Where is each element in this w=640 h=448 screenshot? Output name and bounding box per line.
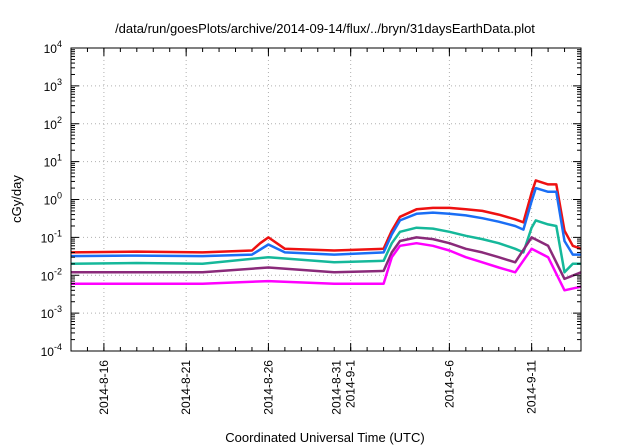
y-tick-label: 100 bbox=[44, 191, 62, 208]
y-tick-label: 101 bbox=[44, 153, 62, 170]
series-line bbox=[70, 219, 581, 274]
y-tick-label: 103 bbox=[44, 77, 62, 94]
y-tick-label: 102 bbox=[44, 115, 62, 132]
x-tick-label: 2014-8-31 bbox=[330, 360, 344, 415]
grid-lines bbox=[71, 48, 581, 351]
y-tick-label: 10-2 bbox=[41, 266, 62, 283]
x-tick-label: 2014-9-1 bbox=[344, 360, 358, 408]
series-line bbox=[71, 241, 582, 292]
x-tick-label: 2014-8-16 bbox=[97, 360, 111, 415]
x-tick-labels: 2014-8-16 2014-8-21 2014-8-26 2014-8-31 2014… bbox=[97, 360, 539, 415]
x-tick-label: 2014-9-6 bbox=[442, 360, 456, 408]
y-tick-label: 10-1 bbox=[41, 228, 62, 245]
series-layer bbox=[70, 179, 582, 292]
y-tick-labels: 10-4 10-3 10-2 10-1 100 101 102 103 104 bbox=[41, 39, 62, 359]
series-line bbox=[71, 236, 582, 281]
y-tick-label: 10-4 bbox=[41, 342, 62, 359]
series-line bbox=[70, 186, 581, 258]
y-tick-label: 104 bbox=[44, 39, 62, 56]
x-tick-label: 2014-9-11 bbox=[525, 360, 539, 414]
x-tick-label: 2014-8-21 bbox=[179, 360, 193, 415]
y-tick-label: 10-3 bbox=[41, 304, 62, 321]
x-axis-label: Coordinated Universal Time (UTC) bbox=[225, 430, 424, 445]
axis-ticks bbox=[70, 47, 582, 352]
chart-title: /data/run/goesPlots/archive/2014-09-14/f… bbox=[115, 21, 535, 36]
x-tick-label: 2014-8-26 bbox=[261, 360, 275, 415]
series-line bbox=[70, 179, 582, 254]
y-axis-label: cGy/day bbox=[9, 175, 24, 223]
